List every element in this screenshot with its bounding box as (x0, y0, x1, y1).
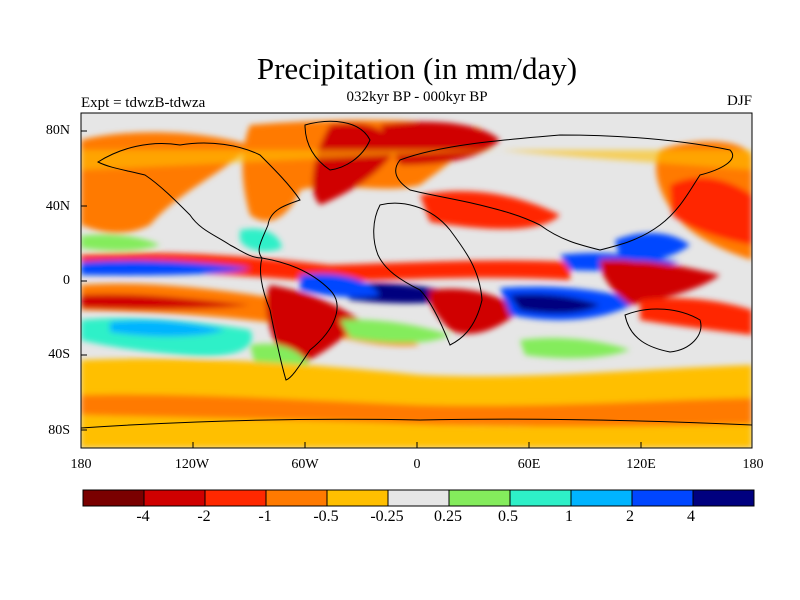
chart-title: Precipitation (in mm/day) (256, 51, 578, 86)
south-america-outline (259, 257, 338, 381)
colorbar-box (509, 489, 572, 507)
contour-patch (81, 260, 250, 276)
colorbar-label: 1 (565, 508, 573, 525)
colorbar-box (631, 489, 694, 507)
greenland-outline (304, 120, 371, 171)
coastlines (81, 120, 752, 429)
colorbar-box (448, 489, 511, 507)
contour-patch (110, 320, 225, 337)
contour-patch (340, 319, 450, 343)
lat-tick-label-80n: 80N (45, 123, 70, 138)
lat-tick-label-40n: 40N (45, 199, 70, 214)
lat-tick-label-40s: 40S (48, 347, 70, 362)
africa-outline (373, 202, 483, 346)
contour-patch (81, 294, 250, 310)
colorbar-label: -0.5 (313, 508, 339, 525)
contour-patch (640, 298, 752, 335)
contour-patch (81, 150, 752, 170)
lat-tick-label-80s: 80S (48, 423, 70, 438)
lat-tick-label-0: 0 (63, 273, 70, 288)
lon-tick-label-180e: 180 (742, 457, 764, 472)
colorbar-label: -0.25 (370, 508, 404, 525)
contour-patch (312, 123, 395, 205)
chart-subtitle: 032kyr BP - 000kyr BP (346, 89, 488, 105)
contour-patch (420, 191, 560, 230)
north-america-outline (96, 142, 301, 259)
colorbar-box (692, 489, 755, 507)
colorbar-box (143, 489, 206, 507)
experiment-label: Expt = tdwzB-tdwza (81, 95, 206, 111)
colorbar (82, 489, 755, 507)
axis-ticks (80, 130, 753, 448)
colorbar-label: 4 (687, 508, 695, 525)
colorbar-label: 0.5 (498, 508, 518, 525)
contour-patch (81, 253, 570, 282)
contour-patch (81, 415, 752, 448)
colorbar-box (570, 489, 633, 507)
contour-patch (428, 288, 520, 334)
australia-outline (624, 308, 702, 353)
lon-tick-label-0: 0 (413, 457, 421, 472)
colorbar-label: 2 (626, 508, 634, 525)
lon-tick-label-60w: 60W (291, 457, 319, 472)
eurasia-outline (395, 134, 733, 251)
antarctica-outline (81, 418, 752, 429)
contour-patch (300, 273, 380, 298)
colorbar-label: 0.25 (434, 508, 462, 525)
colorbar-box (82, 489, 145, 507)
lon-tick-label-60e: 60E (517, 457, 541, 472)
contour-patch (600, 259, 720, 305)
colorbar-box (387, 489, 450, 507)
colorbar-label: -2 (197, 508, 211, 525)
contour-patch (81, 234, 160, 251)
lon-tick-label-120w: 120W (174, 457, 210, 472)
lon-tick-label-180w: 180 (70, 457, 92, 472)
colorbar-box (204, 489, 267, 507)
colorbar-box (265, 489, 328, 507)
contour-patch (670, 177, 752, 245)
contour-patch (510, 294, 600, 314)
contour-patch (240, 228, 282, 252)
colorbar-label: -1 (258, 508, 272, 525)
colorbar-label: -4 (136, 508, 150, 525)
season-label: DJF (726, 93, 752, 109)
lon-tick-label-120e: 120E (626, 457, 656, 472)
contour-patch (520, 338, 630, 359)
map-field (81, 113, 752, 448)
colorbar-box (326, 489, 389, 507)
